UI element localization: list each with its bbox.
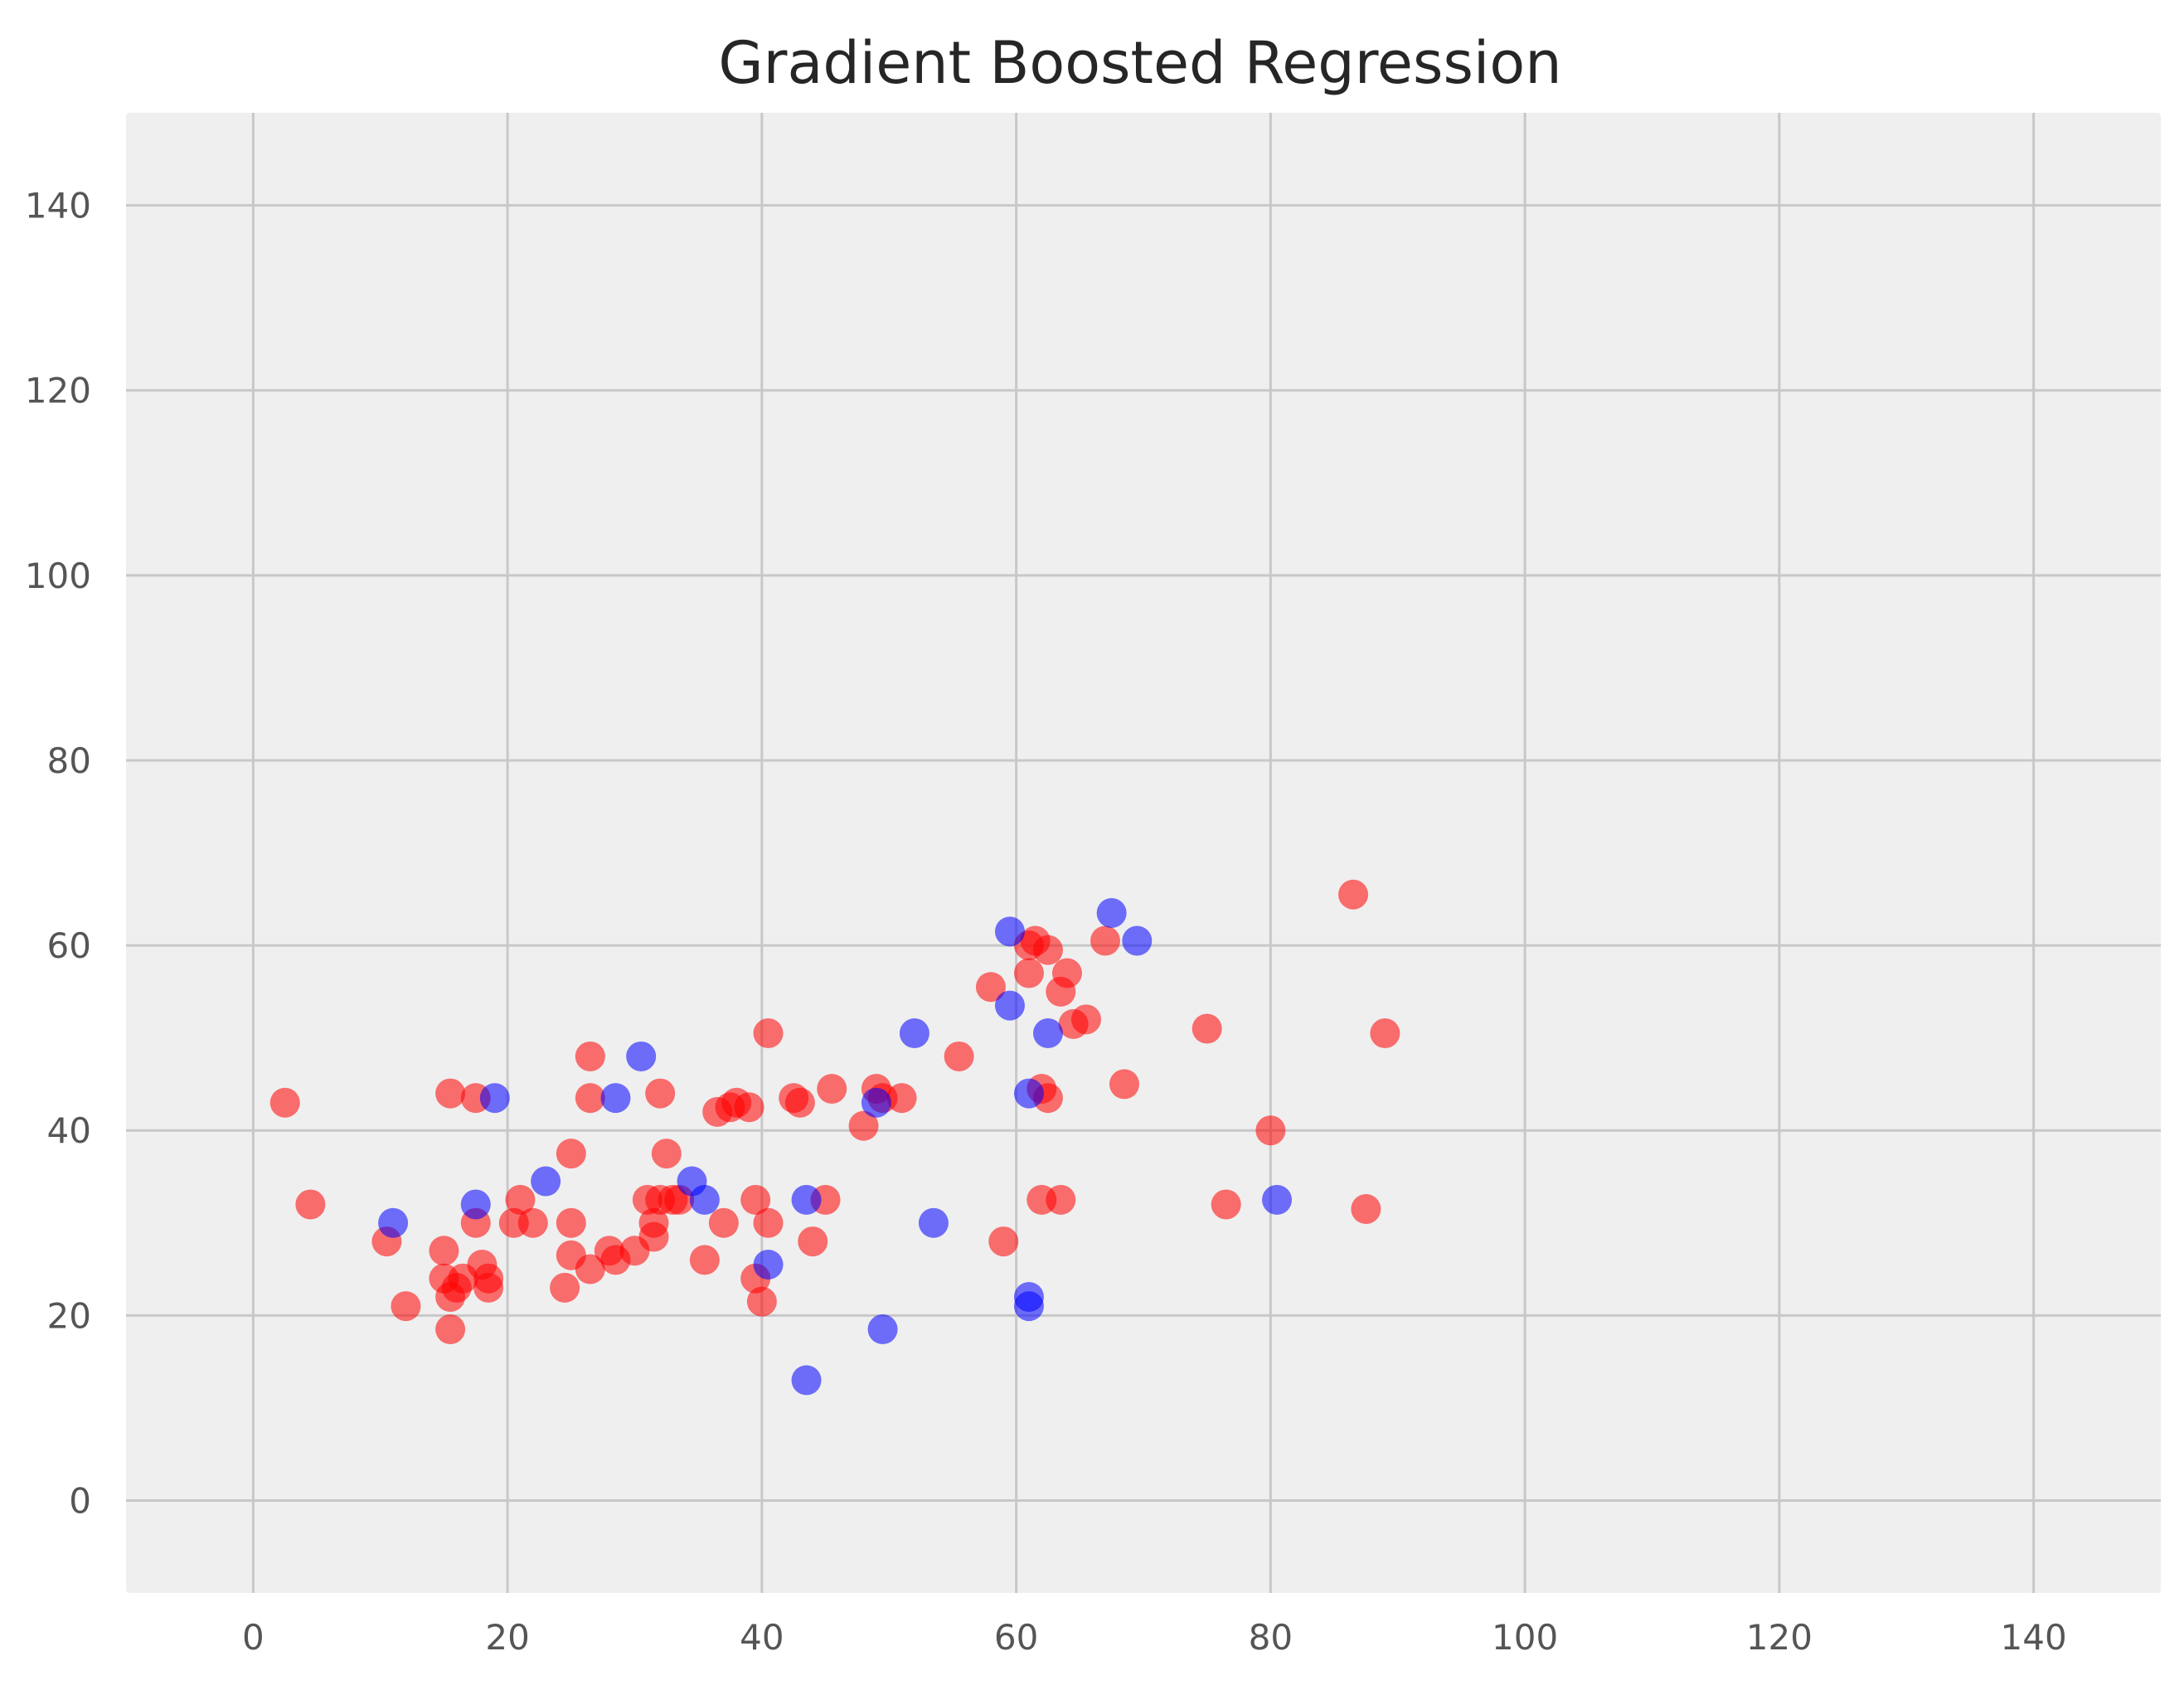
x-tick-label: 80 [1249,1617,1293,1658]
red-data-point [645,1078,676,1109]
y-tick-label: 140 [25,186,91,226]
red-data-point [886,1083,917,1114]
red-data-point [1013,958,1044,988]
x-tick-label: 0 [242,1617,265,1658]
red-data-point [1070,1004,1101,1035]
blue-data-point [994,990,1025,1021]
red-data-point [1109,1069,1139,1100]
red-data-point [1338,879,1369,910]
red-data-point [1046,1184,1076,1215]
blue-data-point [899,1018,929,1049]
red-data-point [1032,935,1063,965]
blue-data-point [531,1166,561,1197]
red-data-point [798,1226,828,1257]
blue-data-point [1013,1291,1044,1322]
red-data-point [944,1041,974,1071]
red-data-point [638,1221,669,1252]
blue-data-point [689,1184,720,1215]
red-data-point [734,1092,764,1123]
y-tick-label: 60 [47,925,91,966]
red-data-point [473,1272,504,1303]
y-tick-label: 100 [25,556,91,596]
red-data-point [1211,1189,1241,1220]
blue-data-point [867,1314,898,1345]
blue-data-point [791,1184,822,1215]
x-tick-label: 140 [2001,1617,2067,1658]
red-data-point [269,1087,300,1118]
red-data-point [550,1272,580,1303]
x-axis-ticks: 0 20 40 60 80 100 120 140 [242,1617,2067,1658]
red-data-point [435,1078,466,1109]
red-data-point [975,972,1006,1003]
red-data-point [753,1018,784,1049]
x-tick-label: 40 [740,1617,784,1658]
y-tick-label: 120 [25,371,91,411]
x-tick-label: 120 [1746,1617,1813,1658]
blue-data-point [791,1365,822,1396]
x-tick-label: 20 [485,1617,529,1658]
blue-data-point [1262,1184,1293,1215]
red-data-point [848,1110,879,1141]
y-axis-ticks: 0 20 40 60 80 100 120 140 [25,186,91,1522]
blue-data-point [994,916,1025,947]
red-data-point [1255,1115,1286,1146]
blue-data-point [1096,898,1127,929]
red-data-point [575,1254,605,1284]
y-tick-label: 20 [47,1295,91,1336]
data-points [269,879,1400,1396]
red-data-point [1351,1194,1381,1225]
plot-area [126,113,2161,1593]
blue-data-point [753,1249,784,1280]
blue-data-point [861,1087,891,1118]
red-data-point [740,1184,771,1215]
x-tick-label: 100 [1492,1617,1558,1658]
red-data-point [651,1139,682,1169]
red-data-point [1370,1018,1400,1049]
red-data-point [435,1314,466,1345]
red-data-point [817,1073,847,1104]
y-tick-label: 40 [47,1110,91,1151]
red-data-point [988,1226,1019,1257]
red-data-point [575,1041,605,1071]
blue-data-point [378,1207,409,1238]
red-data-point [429,1236,459,1266]
blue-data-point [1122,925,1153,956]
red-data-point [295,1189,326,1220]
red-data-point [517,1207,548,1238]
blue-data-point [479,1083,510,1114]
red-data-point [556,1139,586,1169]
blue-data-point [918,1207,949,1238]
red-data-point [1051,958,1082,988]
red-data-point [753,1207,784,1238]
grid-lines [126,113,2161,1593]
y-tick-label: 80 [47,741,91,781]
blue-data-point [600,1083,631,1114]
red-data-point [505,1184,536,1215]
red-data-point [784,1087,815,1118]
red-data-point [708,1207,739,1238]
red-data-point [746,1286,777,1317]
red-data-point [1090,925,1120,956]
chart-title: Gradient Boosted Regression [718,29,1561,97]
red-data-point [689,1245,720,1275]
red-data-point [575,1083,605,1114]
y-tick-label: 0 [69,1480,91,1521]
blue-data-point [626,1041,657,1071]
red-data-point [1191,1013,1222,1044]
blue-data-point [460,1189,491,1220]
x-tick-label: 60 [994,1617,1038,1658]
blue-data-point [1013,1078,1044,1109]
blue-data-point [1032,1018,1063,1049]
red-data-point [556,1207,586,1238]
red-data-point [391,1291,421,1322]
